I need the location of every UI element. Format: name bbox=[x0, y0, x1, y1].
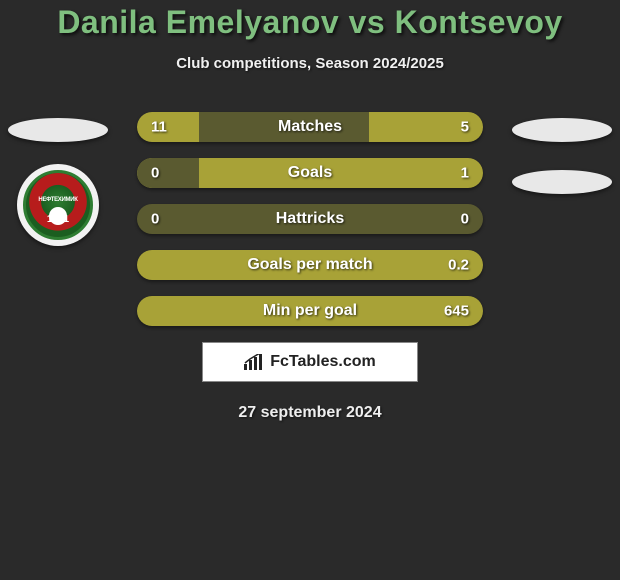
player1-club-badge: НЕФТЕХИМИК 1991 bbox=[17, 164, 99, 246]
player2-club-placeholder bbox=[512, 170, 612, 194]
badge-inner: НЕФТЕХИМИК 1991 bbox=[23, 170, 93, 240]
page-title: Danila Emelyanov vs Kontsevoy bbox=[0, 4, 620, 41]
bar-min-per-goal: Min per goal 645 bbox=[137, 296, 483, 326]
bar-hattricks-right-value: 0 bbox=[461, 211, 469, 228]
left-column: НЕФТЕХИМИК 1991 bbox=[8, 112, 108, 246]
brand-text: FcTables.com bbox=[270, 353, 376, 371]
badge-year: 1991 bbox=[26, 214, 90, 225]
player2-flag-placeholder bbox=[512, 118, 612, 142]
header: Danila Emelyanov vs Kontsevoy Club compe… bbox=[0, 0, 620, 72]
bar-gpm-right-value: 0.2 bbox=[448, 257, 469, 274]
bar-hattricks-label: Hattricks bbox=[137, 210, 483, 228]
badge-club-name: НЕФТЕХИМИК bbox=[26, 197, 90, 203]
player1-flag-placeholder bbox=[8, 118, 108, 142]
bar-goals-per-match: Goals per match 0.2 bbox=[137, 250, 483, 280]
bar-goals: 0 Goals 1 bbox=[137, 158, 483, 188]
bar-goals-right-value: 1 bbox=[461, 165, 469, 182]
bar-goals-label: Goals bbox=[137, 164, 483, 182]
main-content: НЕФТЕХИМИК 1991 11 Matches 5 0 Goals 1 0… bbox=[0, 112, 620, 422]
page-subtitle: Club competitions, Season 2024/2025 bbox=[0, 55, 620, 72]
brand-box[interactable]: FcTables.com bbox=[202, 342, 418, 382]
bar-gpm-label: Goals per match bbox=[137, 256, 483, 274]
bar-matches-label: Matches bbox=[137, 118, 483, 136]
bar-hattricks: 0 Hattricks 0 bbox=[137, 204, 483, 234]
brand-chart-icon bbox=[244, 354, 264, 370]
comparison-bars: 11 Matches 5 0 Goals 1 0 Hattricks 0 Goa… bbox=[137, 112, 483, 326]
bar-mpg-label: Min per goal bbox=[137, 302, 483, 320]
bar-mpg-right-value: 645 bbox=[444, 303, 469, 320]
bar-matches-right-value: 5 bbox=[461, 119, 469, 136]
date-text: 27 september 2024 bbox=[8, 404, 612, 422]
right-column bbox=[512, 112, 612, 194]
bar-matches: 11 Matches 5 bbox=[137, 112, 483, 142]
